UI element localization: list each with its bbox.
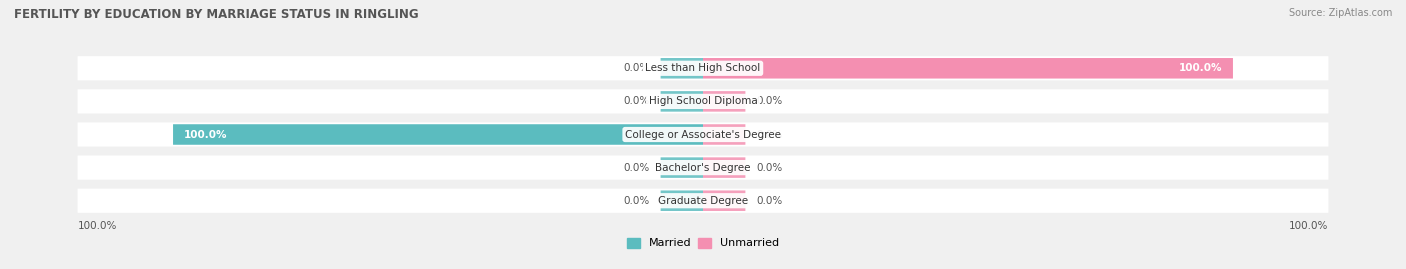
Text: Graduate Degree: Graduate Degree — [658, 196, 748, 206]
Text: High School Diploma: High School Diploma — [648, 96, 758, 107]
Text: 0.0%: 0.0% — [624, 162, 650, 173]
FancyBboxPatch shape — [703, 157, 745, 178]
Text: College or Associate's Degree: College or Associate's Degree — [626, 129, 780, 140]
Text: 100.0%: 100.0% — [1178, 63, 1222, 73]
Text: 0.0%: 0.0% — [624, 96, 650, 107]
Text: 0.0%: 0.0% — [756, 196, 782, 206]
FancyBboxPatch shape — [77, 189, 1329, 213]
FancyBboxPatch shape — [173, 124, 703, 145]
Text: 100.0%: 100.0% — [77, 221, 117, 231]
Text: 0.0%: 0.0% — [624, 63, 650, 73]
FancyBboxPatch shape — [77, 89, 1329, 114]
Text: Less than High School: Less than High School — [645, 63, 761, 73]
FancyBboxPatch shape — [77, 122, 1329, 147]
Text: 0.0%: 0.0% — [756, 162, 782, 173]
FancyBboxPatch shape — [77, 155, 1329, 180]
Text: 100.0%: 100.0% — [184, 129, 228, 140]
Text: Bachelor's Degree: Bachelor's Degree — [655, 162, 751, 173]
Legend: Married, Unmarried: Married, Unmarried — [623, 233, 783, 253]
FancyBboxPatch shape — [661, 157, 703, 178]
FancyBboxPatch shape — [703, 124, 745, 145]
FancyBboxPatch shape — [661, 58, 703, 79]
FancyBboxPatch shape — [661, 190, 703, 211]
FancyBboxPatch shape — [703, 91, 745, 112]
FancyBboxPatch shape — [77, 56, 1329, 80]
FancyBboxPatch shape — [703, 190, 745, 211]
FancyBboxPatch shape — [661, 91, 703, 112]
Text: 100.0%: 100.0% — [1289, 221, 1329, 231]
FancyBboxPatch shape — [703, 58, 1233, 79]
Text: 0.0%: 0.0% — [756, 96, 782, 107]
Text: Source: ZipAtlas.com: Source: ZipAtlas.com — [1288, 8, 1392, 18]
Text: FERTILITY BY EDUCATION BY MARRIAGE STATUS IN RINGLING: FERTILITY BY EDUCATION BY MARRIAGE STATU… — [14, 8, 419, 21]
Text: 0.0%: 0.0% — [624, 196, 650, 206]
Text: 0.0%: 0.0% — [756, 129, 782, 140]
